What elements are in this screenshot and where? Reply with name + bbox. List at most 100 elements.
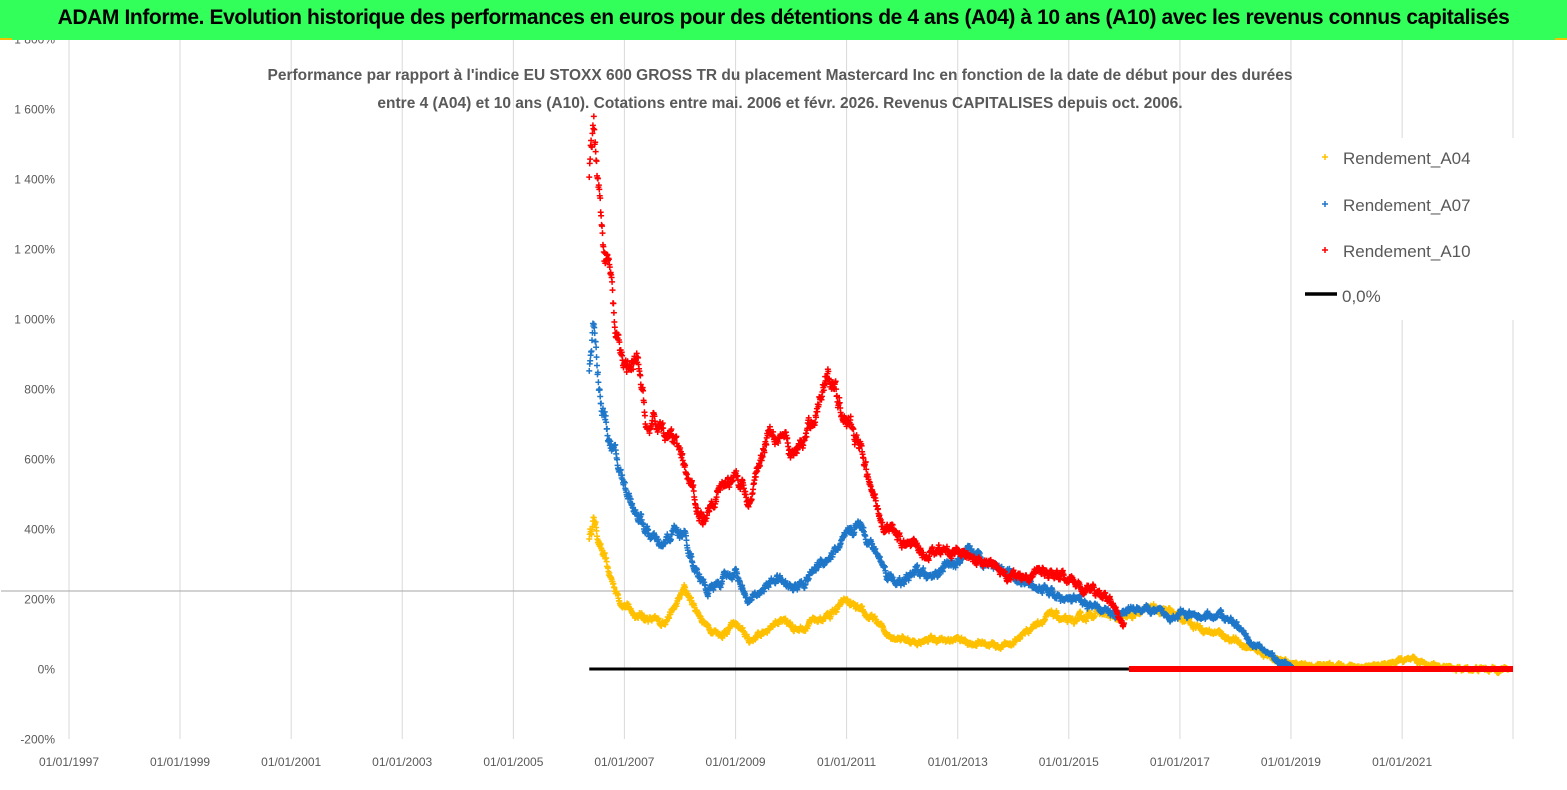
x-tick-label: 01/01/2007 <box>594 755 654 769</box>
data-point <box>677 445 684 452</box>
data-point <box>784 434 791 441</box>
data-point <box>690 482 697 489</box>
data-point <box>630 366 637 373</box>
data-point <box>593 354 600 361</box>
data-point <box>775 439 782 446</box>
data-point <box>598 212 605 219</box>
data-point <box>599 223 606 230</box>
data-point <box>889 521 896 528</box>
data-point <box>614 456 621 463</box>
overlay-band <box>1128 666 1513 672</box>
data-point <box>759 453 766 460</box>
data-point <box>616 339 623 346</box>
data-point <box>860 455 867 462</box>
data-point <box>621 479 628 486</box>
data-point <box>610 309 617 316</box>
y-axis-labels: -200%0%200%400%600%800%1 000%1 200%1 400… <box>14 40 55 747</box>
data-point <box>847 413 854 420</box>
data-point <box>872 497 879 504</box>
data-point <box>601 408 608 415</box>
data-point <box>690 488 697 495</box>
data-point <box>597 393 604 400</box>
data-point <box>637 372 644 379</box>
data-point <box>588 348 595 355</box>
x-tick-label: 01/01/2013 <box>928 755 988 769</box>
report-title: ADAM Informe. Evolution historique des p… <box>57 6 1510 29</box>
data-point <box>853 432 860 439</box>
y-tick-label: 1 000% <box>14 313 55 327</box>
data-points <box>586 113 1513 677</box>
legend-label: 0,0% <box>1342 287 1381 306</box>
data-point <box>594 362 601 369</box>
legend-label: Rendement_A10 <box>1343 242 1471 261</box>
data-point <box>748 496 755 503</box>
data-point <box>587 156 594 163</box>
data-point <box>682 462 689 469</box>
legend-marker <box>1322 154 1328 160</box>
data-point <box>598 400 605 407</box>
data-point <box>813 414 820 421</box>
data-point <box>591 324 598 331</box>
chart-title-line-2: entre 4 (A04) et 10 ans (A10). Cotations… <box>377 95 1182 112</box>
data-point <box>607 438 614 445</box>
report-banner: ADAM Informe. Evolution historique des p… <box>0 0 1567 40</box>
data-point <box>641 412 648 419</box>
series-rendement_a10 <box>586 113 1127 630</box>
data-point <box>713 494 720 501</box>
data-point <box>679 450 686 457</box>
data-point <box>590 125 597 132</box>
data-point <box>612 441 619 448</box>
data-point <box>623 369 630 376</box>
data-point <box>815 401 822 408</box>
legend-marker <box>1322 247 1328 253</box>
legend-label: Rendement_A07 <box>1343 196 1471 215</box>
data-point <box>606 264 613 271</box>
legend: Rendement_A04 Rendement_A07 Rendement_A10 0… <box>1292 138 1514 320</box>
data-point <box>586 367 593 374</box>
data-point <box>836 394 843 401</box>
data-point <box>604 432 611 439</box>
data-point <box>609 287 616 294</box>
data-point <box>611 324 618 331</box>
y-tick-label: 0% <box>38 663 56 677</box>
y-tick-label: 1 200% <box>14 243 55 257</box>
data-point <box>605 256 612 263</box>
data-point <box>589 337 596 344</box>
data-point <box>651 413 658 420</box>
data-point <box>592 338 599 345</box>
data-point <box>638 511 645 518</box>
data-point <box>617 466 624 473</box>
x-axis-labels: 01/01/1997 01/01/1999 01/01/2001 01/01/2003… <box>39 755 1433 769</box>
data-point <box>833 386 840 393</box>
data-point <box>763 441 770 448</box>
y-tick-label: 800% <box>24 383 55 397</box>
corner-mark-top-right <box>1555 38 1567 41</box>
data-point <box>593 344 600 351</box>
legend-box <box>1292 138 1514 320</box>
data-point <box>603 419 610 426</box>
data-point <box>594 369 601 376</box>
data-point <box>611 319 618 326</box>
x-tick-label: 01/01/2015 <box>1039 755 1099 769</box>
data-point <box>600 243 607 250</box>
data-point <box>803 433 810 440</box>
data-point <box>640 387 647 394</box>
data-point <box>863 466 870 473</box>
data-point <box>850 426 857 433</box>
data-point <box>586 174 593 181</box>
data-point <box>862 458 869 465</box>
data-point <box>593 527 600 534</box>
x-tick-label: 01/01/1999 <box>150 755 210 769</box>
data-point <box>587 357 594 364</box>
y-tick-label: 1 800% <box>14 40 55 47</box>
data-point <box>641 399 648 406</box>
data-point <box>668 426 675 433</box>
data-point <box>635 354 642 361</box>
data-point <box>588 137 595 144</box>
data-point <box>633 350 640 357</box>
y-tick-label: -200% <box>20 733 55 747</box>
performance-chart: -200%0%200%400%600%800%1 000%1 200%1 400… <box>0 40 1567 790</box>
data-point <box>591 126 598 133</box>
x-tick-label: 01/01/2001 <box>261 755 321 769</box>
legend-label: Rendement_A04 <box>1343 149 1471 168</box>
